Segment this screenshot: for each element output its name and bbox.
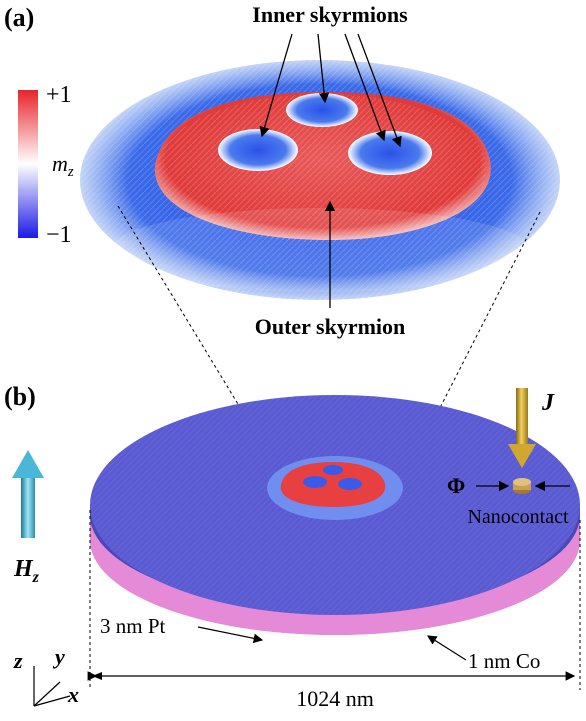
axis-y-label: y [52,644,65,669]
inner-skyrmion-top [286,93,358,127]
pt-label: 3 nm Pt [100,614,166,638]
field-symbol: Hz [13,556,40,586]
inner-skyrmion-right [348,131,432,175]
coordinate-axes [33,666,71,707]
panel-b-label: (b) [4,382,36,411]
co-pointer [426,635,467,661]
width-label: 1024 nm [296,686,374,711]
width-arrowhead-left [92,672,102,680]
field-arrow [12,450,44,538]
inner-skyrmion-arrows [259,33,402,148]
axis-x-label: x [67,682,79,707]
colorbar [18,90,38,238]
inner-skyrmions-label: Inner skyrmions [252,2,408,27]
pt-pointer [197,626,264,644]
outer-skyrmion-label: Outer skyrmion [255,314,406,339]
inner-skyrmion-left [218,129,298,171]
panel-a-label: (a) [4,3,34,32]
current-symbol: J [541,390,555,416]
colorbar-top-label: +1 [46,82,72,108]
current-arrow [508,388,536,468]
skyrmion-small [267,456,403,520]
co-label: 1 nm Co [468,649,540,673]
axis-z-label: z [13,648,23,673]
nanocontact [513,478,531,494]
nanocontact-label: Nanocontact [467,506,569,528]
colorbar-bottom-label: −1 [46,222,72,248]
skyrmion-zoom-disk [80,60,560,300]
flux-symbol: Φ [447,473,465,498]
colorbar-symbol: mz [52,151,74,180]
